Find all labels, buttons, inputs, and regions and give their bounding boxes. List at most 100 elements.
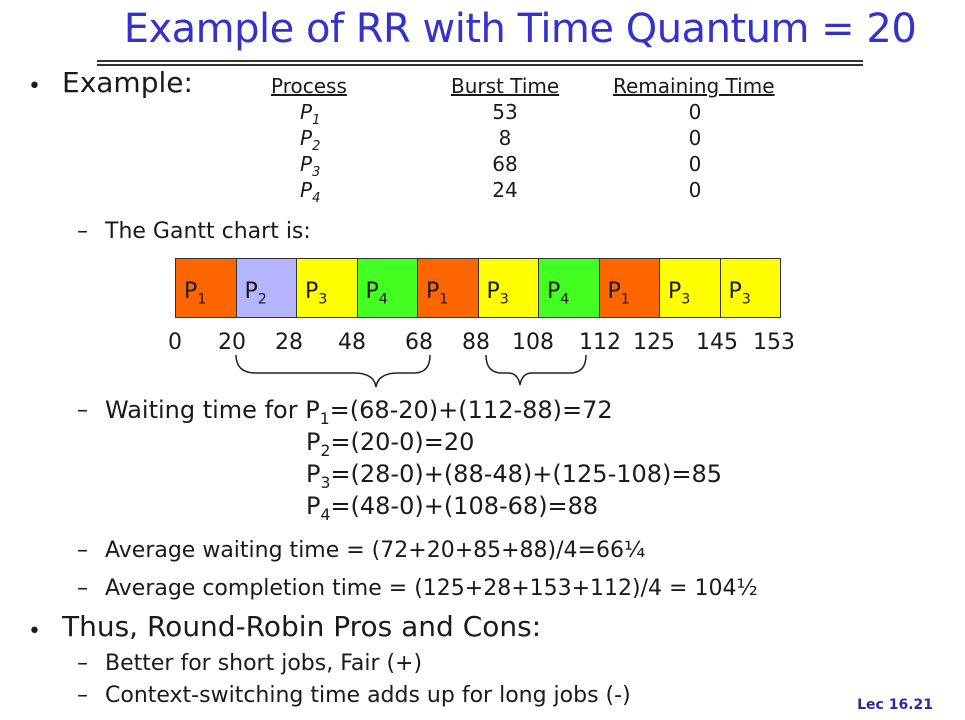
table-burst-time: 8 [498,126,512,150]
waiting-line-2: P2=(20-0)=20 [306,428,474,460]
title-rule-top [97,60,863,62]
cons-text: Context-switching time adds up for long … [105,683,631,708]
gantt-tick-label: 88 [462,330,490,355]
brace-p1-wait-2 [485,354,587,386]
example-label: Example: [62,66,193,99]
slide-footer: Lec 16.21 [857,697,933,713]
gantt-tick-label: 48 [338,330,366,355]
pros-cons-title: Thus, Round-Robin Pros and Cons: [62,610,542,643]
dash-icon: – [77,651,88,676]
waiting-p3-sub: 3 [320,473,331,492]
process-letter: P [300,100,313,124]
gantt-tick-label: 125 [633,330,675,355]
gantt-tick-label: 112 [579,330,621,355]
dash-icon: – [77,538,88,563]
waiting-p1-name: P [305,396,320,424]
table-remaining-time: 0 [688,152,702,176]
waiting-line-4: P4=(48-0)+(108-68)=88 [306,492,598,524]
title-rule-bottom [97,64,863,66]
table-burst-time: 24 [492,178,518,202]
table-remaining-time: 0 [688,126,702,150]
table-process-name: P3 [300,152,320,180]
braces-decoration [235,354,587,388]
gantt-segment: P3 [477,258,539,318]
gantt-intro: The Gantt chart is: [105,219,311,244]
gantt-segment: P3 [296,258,358,318]
segment-label: P [668,279,682,304]
gantt-segment: P4 [356,258,418,318]
waiting-p4-expr: =(48-0)+(108-68)=88 [330,492,599,520]
gantt-segment: P1 [175,258,237,318]
process-subscript: 4 [312,191,321,206]
segment-label: P [365,279,379,304]
segment-subscript: 1 [197,291,207,308]
gantt-tick-label: 68 [405,330,433,355]
process-subscript: 1 [312,113,321,128]
segment-subscript: 4 [560,291,570,308]
table-burst-time: 68 [492,152,518,176]
segment-label: P [305,279,319,304]
brace-p1-wait [235,354,431,388]
process-letter: P [300,152,313,176]
table-process-name: P2 [300,126,320,154]
dash-icon: – [77,398,88,423]
waiting-p3-expr: =(28-0)+(88-48)+(125-108)=85 [330,460,723,488]
segment-subscript: 4 [378,291,388,308]
table-remaining-time: 0 [688,178,702,202]
segment-label: P [547,279,561,304]
waiting-p4-name: P [306,492,321,520]
segment-subscript: 2 [257,291,267,308]
gantt-segment: P2 [235,258,297,318]
waiting-p1-sub: 1 [319,409,330,428]
segment-label: P [184,279,198,304]
segment-label: P [728,279,742,304]
bullet-icon: • [28,74,41,99]
header-remaining-time: Remaining Time [613,74,775,98]
segment-subscript: 3 [499,291,509,308]
gantt-tick-label: 0 [168,330,182,355]
process-letter: P [300,126,313,150]
dash-icon: – [77,683,88,708]
header-burst-time: Burst Time [451,74,560,98]
gantt-segment: P4 [538,258,600,318]
waiting-line-1: Waiting time for P1=(68-20)+(112-88)=72 [105,396,613,428]
segment-subscript: 3 [741,291,751,308]
waiting-line-3: P3=(28-0)+(88-48)+(125-108)=85 [306,460,722,492]
avg-completion-time: Average completion time = (125+28+153+11… [105,576,758,601]
gantt-tick-label: 28 [275,330,303,355]
segment-subscript: 1 [439,291,449,308]
process-subscript: 3 [312,165,321,180]
gantt-segment: P3 [659,258,721,318]
segment-label: P [426,279,440,304]
avg-waiting-time: Average waiting time = (72+20+85+88)/4=6… [105,538,646,563]
waiting-p4-sub: 4 [320,505,331,524]
process-letter: P [300,178,313,202]
process-subscript: 2 [312,139,321,154]
gantt-tick-label: 108 [512,330,554,355]
waiting-p1-expr: =(68-20)+(112-88)=72 [329,396,613,424]
segment-label: P [486,279,500,304]
waiting-p2-name: P [306,428,321,456]
waiting-p3-name: P [306,460,321,488]
table-process-name: P1 [300,100,320,128]
gantt-tick-label: 153 [753,330,795,355]
gantt-segment: P1 [598,258,660,318]
segment-label: P [244,279,258,304]
segment-subscript: 3 [318,291,328,308]
segment-subscript: 3 [681,291,691,308]
header-process: Process [271,74,347,98]
waiting-p2-expr: =(20-0)=20 [330,428,475,456]
waiting-intro: Waiting time for [105,396,306,424]
gantt-segment: P3 [719,258,781,318]
dash-icon: – [77,576,88,601]
gantt-tick-label: 145 [696,330,738,355]
gantt-segment: P1 [417,258,479,318]
pros-text: Better for short jobs, Fair (+) [105,651,423,676]
gantt-tick-label: 20 [218,330,246,355]
segment-subscript: 1 [620,291,630,308]
table-process-name: P4 [300,178,320,206]
segment-label: P [607,279,621,304]
bullet-icon: • [28,619,41,644]
table-remaining-time: 0 [688,100,702,124]
slide-title: Example of RR with Time Quantum = 20 [123,6,917,52]
